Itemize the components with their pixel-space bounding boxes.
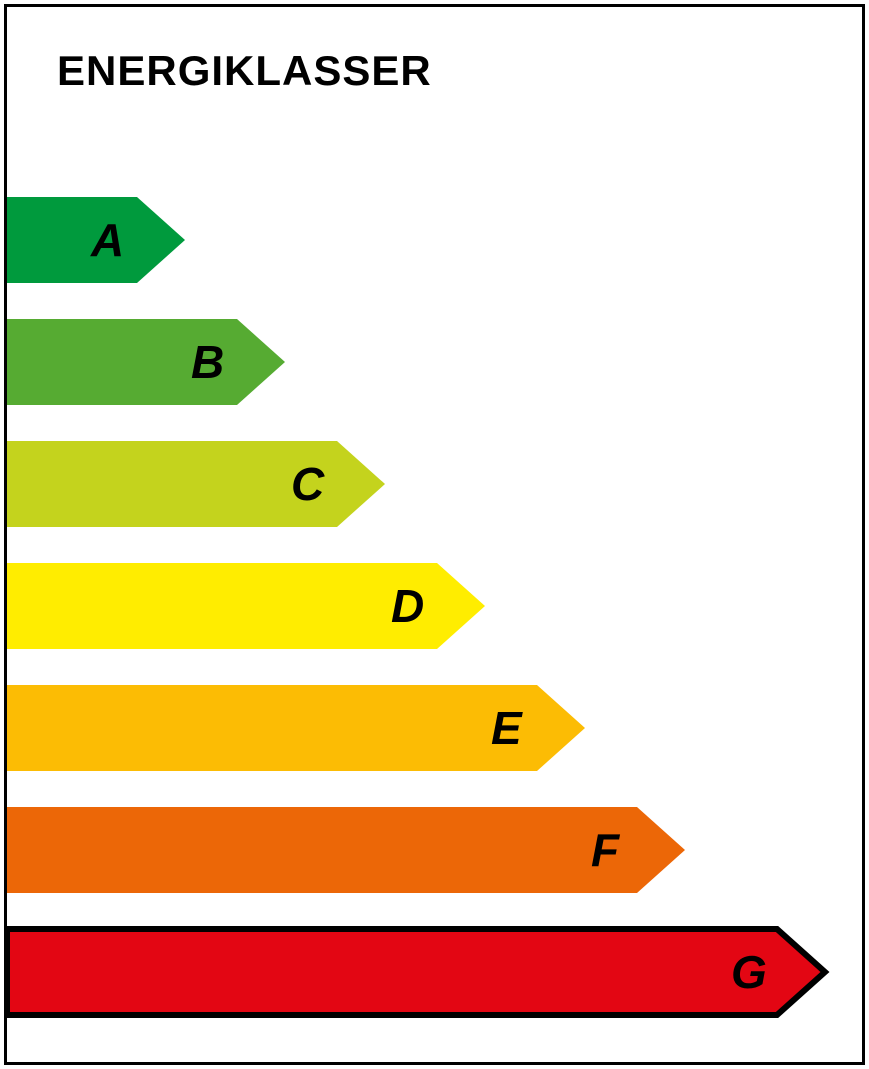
energy-class-label: B bbox=[191, 335, 224, 389]
energy-label-frame: ENERGIKLASSER ABCDEFG bbox=[4, 4, 865, 1065]
arrow-icon bbox=[7, 319, 285, 405]
energy-class-f: F bbox=[7, 807, 685, 893]
energy-class-a: A bbox=[7, 197, 185, 283]
arrow-icon bbox=[7, 441, 385, 527]
energy-class-label: F bbox=[591, 823, 619, 877]
energy-class-label: C bbox=[291, 457, 324, 511]
energy-class-e: E bbox=[7, 685, 585, 771]
energy-class-label: D bbox=[391, 579, 424, 633]
energy-class-d: D bbox=[7, 563, 485, 649]
energy-class-label: G bbox=[731, 945, 767, 999]
energy-class-c: C bbox=[7, 441, 385, 527]
arrow-icon bbox=[7, 807, 685, 893]
energy-class-b: B bbox=[7, 319, 285, 405]
arrow-icon bbox=[1, 923, 831, 1021]
energy-arrows-container: A B C D E F G bbox=[7, 7, 862, 1062]
energy-class-g: G bbox=[1, 923, 831, 1021]
energy-class-label: E bbox=[491, 701, 522, 755]
energy-class-label: A bbox=[91, 213, 124, 267]
